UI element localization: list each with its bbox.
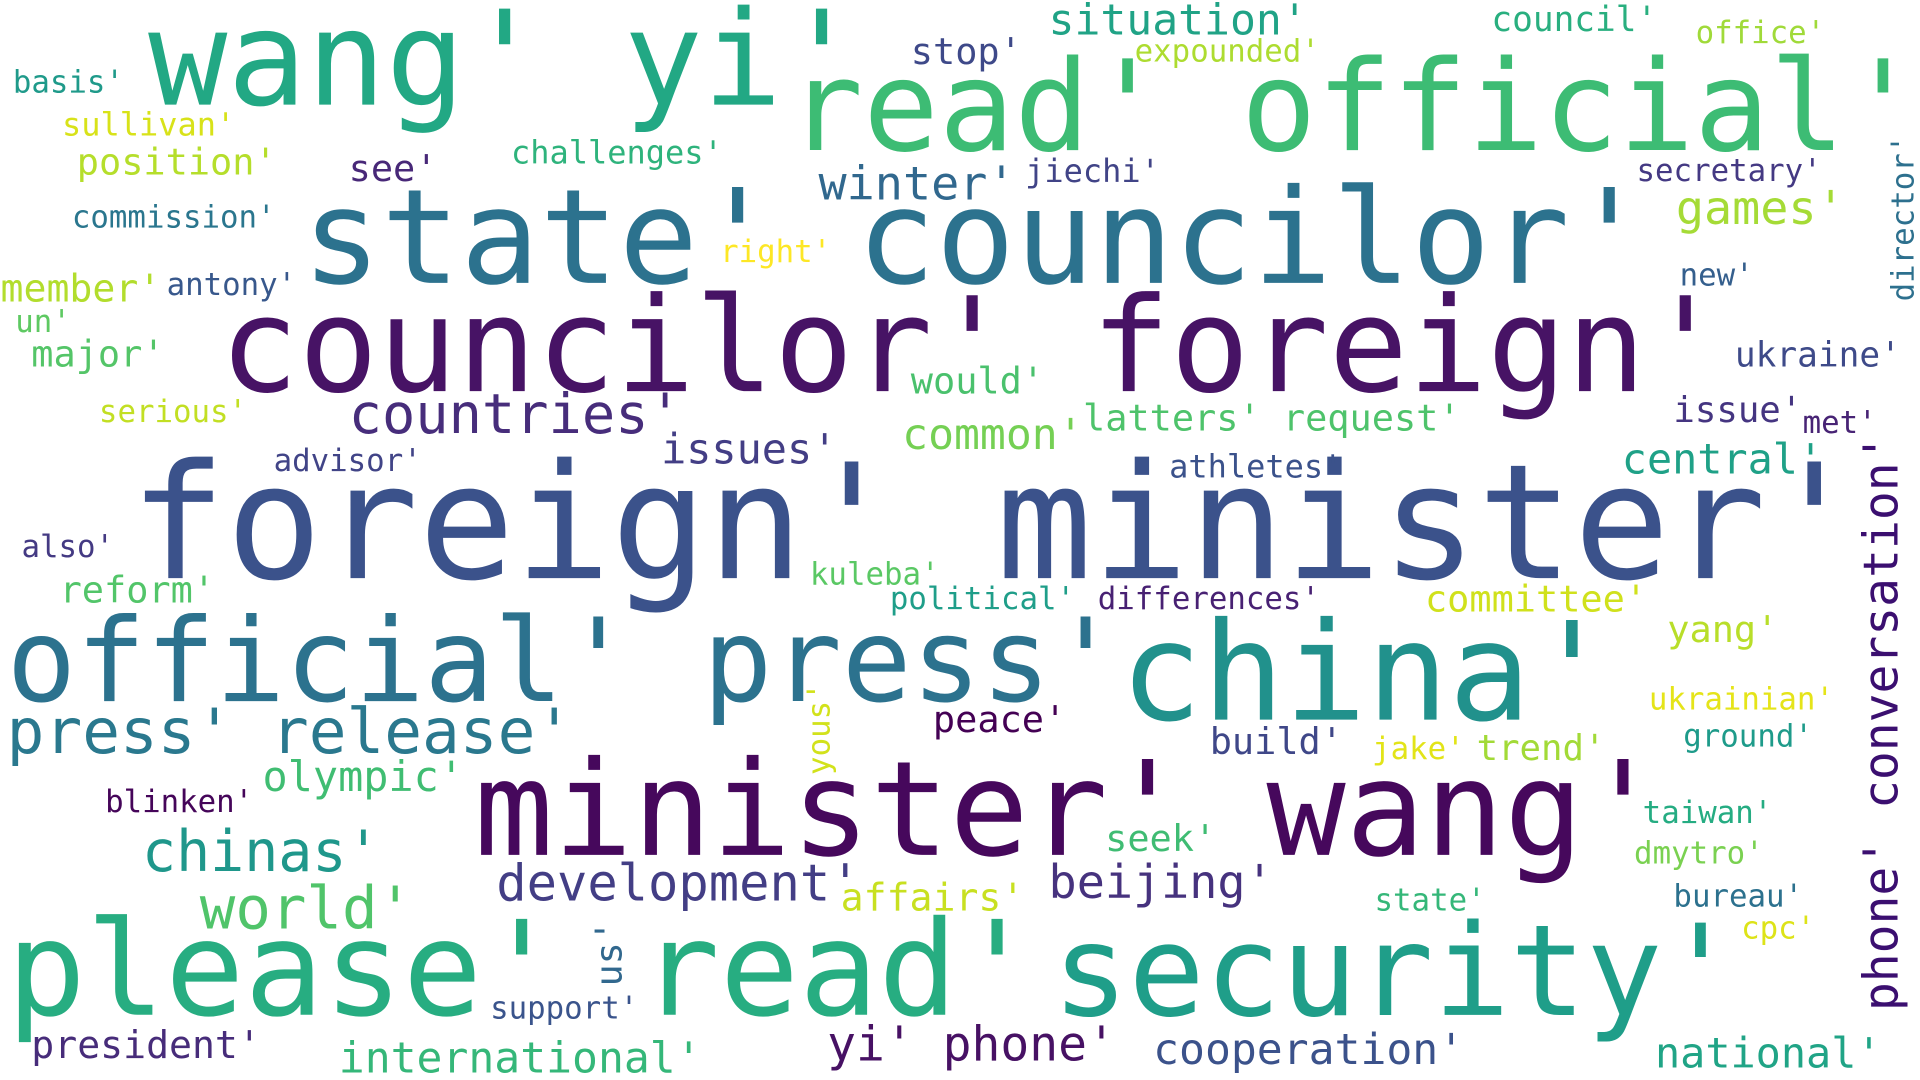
word: office': [1696, 15, 1826, 51]
word: sullivan': [62, 105, 235, 143]
word: wang' yi': [148, 0, 861, 137]
word: winter': [819, 157, 1016, 211]
word: councilor' foreign': [219, 270, 1724, 423]
word: national': [1655, 1029, 1882, 1078]
word: issue': [1673, 390, 1802, 431]
word: seek': [1105, 817, 1216, 860]
word: press' release': [7, 695, 573, 768]
word: situation': [1049, 0, 1308, 45]
word: antony': [167, 267, 297, 303]
word: kuleba': [810, 556, 940, 592]
word: common': [902, 410, 1083, 460]
word: new': [1680, 257, 1754, 293]
word: expounded': [1135, 34, 1320, 70]
word: yang': [1667, 608, 1778, 651]
word: differences': [1098, 581, 1320, 617]
word: blinken': [105, 784, 253, 820]
word: cooperation': [1153, 1025, 1464, 1075]
word: latters' request': [1083, 397, 1461, 440]
word: political': [890, 581, 1075, 617]
word: state': [1375, 882, 1486, 918]
word: dmytro': [1634, 836, 1764, 872]
word: official' press': [7, 595, 1121, 729]
word: international': [339, 1034, 702, 1080]
word: member': [1, 266, 162, 310]
word: would': [911, 360, 1044, 403]
word: jiechi': [1025, 152, 1160, 190]
word: state' councilor': [302, 162, 1649, 315]
word: peace': [933, 698, 1066, 741]
word: athletes': [1169, 447, 1342, 485]
word: un': [15, 304, 71, 340]
word: advisor': [274, 443, 422, 479]
word: right': [720, 234, 831, 270]
word: foreign' minister': [130, 430, 1863, 616]
word: major': [31, 333, 164, 376]
word: bureau': [1673, 879, 1803, 915]
word: president': [31, 1023, 261, 1067]
word: development': [496, 853, 860, 912]
word: committee': [1425, 577, 1647, 620]
word: council': [1491, 0, 1657, 40]
word: world': [200, 874, 413, 943]
word: taiwan': [1643, 795, 1773, 831]
word: ground': [1683, 719, 1813, 755]
word: china': [1120, 594, 1613, 753]
word: build': [1210, 720, 1343, 763]
word: director': [1885, 135, 1920, 302]
word: commission': [72, 200, 276, 236]
word: affairs': [841, 875, 1025, 919]
word: cpc': [1741, 911, 1815, 947]
word: olympic': [263, 752, 464, 801]
word: beijing': [1049, 856, 1274, 910]
word: us': [588, 920, 631, 987]
word: challenges': [511, 134, 723, 172]
word: ukrainian': [1649, 682, 1834, 718]
word: please' read': [7, 894, 1037, 1047]
word: jake': [1372, 731, 1465, 767]
word: yous': [802, 682, 838, 775]
word: support': [490, 990, 638, 1026]
word: central': [1622, 435, 1823, 484]
word: read' official': [788, 34, 1920, 180]
word: issues': [661, 425, 837, 474]
word: chinas': [142, 819, 380, 885]
word: security': [1052, 897, 1738, 1045]
word: reform': [60, 569, 215, 612]
word: basis': [13, 64, 124, 100]
word: stop': [911, 30, 1022, 73]
word: see': [349, 147, 438, 190]
word: also': [21, 529, 114, 565]
word: countries': [349, 383, 682, 447]
word: secretary': [1637, 153, 1822, 189]
word: serious': [99, 394, 247, 430]
word: yi' phone': [827, 1016, 1116, 1072]
word: position': [77, 141, 277, 184]
word: games': [1676, 182, 1845, 236]
word: minister' wang': [474, 734, 1663, 887]
word: ukraine': [1735, 336, 1901, 376]
word: met': [1803, 405, 1877, 441]
word: trend': [1477, 728, 1606, 769]
word: phone' conversation': [1853, 434, 1909, 1012]
